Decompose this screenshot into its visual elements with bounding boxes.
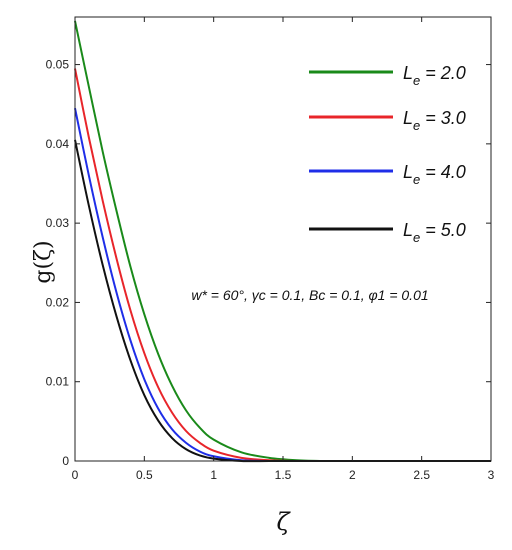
x-tick-label: 1.5	[275, 468, 292, 482]
x-axis-ticks: 0 0.5 1 1.5 2 2.5 3	[72, 17, 495, 482]
x-tick-label: 1	[210, 468, 217, 482]
y-tick-label: 0.05	[46, 58, 70, 72]
y-tick-label: 0.03	[46, 216, 70, 230]
y-tick-label: 0	[62, 454, 69, 468]
legend-label-2: Le = 3.0	[403, 108, 466, 133]
legend: Le = 2.0 Le = 3.0 Le = 4.0 Le = 5.0	[309, 63, 466, 245]
y-tick-label: 0.02	[46, 295, 70, 309]
y-axis-label: g(ζ)	[31, 240, 56, 283]
x-axis-label: ζ	[276, 508, 291, 536]
x-tick-label: 3	[488, 468, 495, 482]
x-tick-label: 2.5	[413, 468, 430, 482]
parameter-annotation: w* = 60°, γc = 0.1, Bc = 0.1, φ1 = 0.01	[191, 287, 428, 303]
legend-label-4: Le = 5.0	[403, 220, 466, 245]
legend-label-1: Le = 2.0	[403, 63, 466, 88]
y-tick-label: 0.04	[46, 137, 70, 151]
y-tick-label: 0.01	[46, 375, 70, 389]
x-tick-label: 2	[349, 468, 356, 482]
legend-label-3: Le = 4.0	[403, 162, 466, 187]
x-tick-label: 0.5	[136, 468, 153, 482]
x-tick-label: 0	[72, 468, 79, 482]
y-axis-ticks: 0 0.01 0.02 0.03 0.04 0.05	[46, 58, 491, 468]
